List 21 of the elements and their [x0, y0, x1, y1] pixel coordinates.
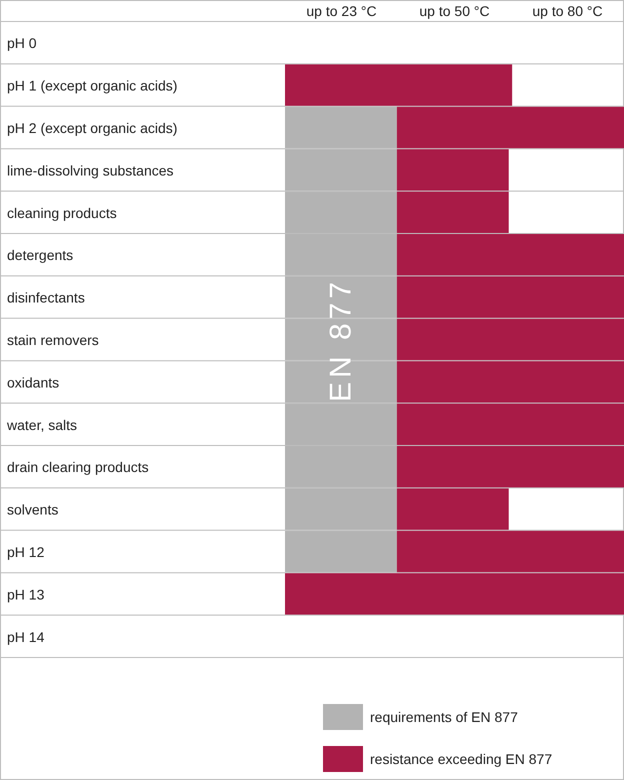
legend-label: requirements of EN 877 [370, 709, 518, 725]
y-tick-label: pH 13 [7, 586, 45, 602]
text: up to 23 °C [306, 3, 377, 19]
y-tick-label: pH 14 [7, 628, 45, 645]
text: up to 80 °C [532, 3, 603, 19]
y-tick-label: pH 0 [7, 35, 37, 52]
y-tick-label: pH 12 [7, 544, 45, 560]
y-tick-label: cleaning products [7, 204, 117, 221]
y-tick-label: oxidants [7, 374, 60, 390]
y-tick-label: pH 1 (except organic acids) [7, 78, 178, 94]
y-tick-label: drain clearing products [7, 459, 149, 476]
y-tick-label: detergents [7, 247, 74, 264]
text: up to 50 °C [419, 3, 490, 19]
y-tick-label: solvents [7, 502, 58, 518]
y-tick-label: disinfectants [7, 290, 85, 306]
y-tick-label: pH 2 (except organic acids) [7, 120, 178, 136]
y-tick-label: lime-dissolving substances [7, 162, 174, 178]
y-tick-label: stain removers [7, 332, 99, 348]
legend-label: resistance exceeding EN 877 [370, 751, 552, 767]
annotation: EN 877 [324, 278, 358, 402]
y-tick-label: water, salts [6, 416, 78, 433]
